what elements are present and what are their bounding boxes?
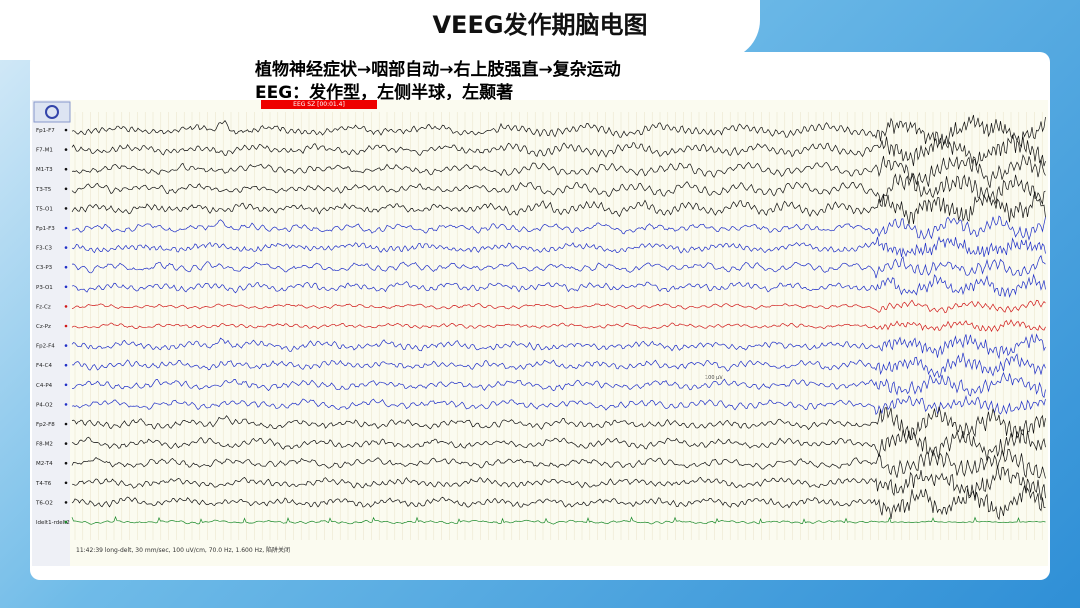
channel-label: ldelt1-rdelt2 [36,520,70,526]
channel-dot [64,246,68,249]
eeg-trace [71,319,1046,333]
eeg-trace [71,465,1046,501]
channel-label: T5-O1 [35,206,53,212]
eeg-trace [71,254,1046,279]
channel-label: Fz-Cz [36,304,51,310]
eeg-trace [71,191,1046,225]
eeg-background [32,100,1048,566]
eeg-trace [71,114,1046,148]
seizure-marker [261,100,377,109]
channel-dot [64,187,68,191]
eeg-trace [71,333,1046,360]
scale-label: 100 µV [705,375,723,381]
channel-label: Fp1-F7 [36,128,55,134]
channel-dot [64,167,68,171]
eeg-trace [71,352,1046,379]
channel-label: Cz-Pz [36,324,51,330]
marker-label: EEG SZ [00:01.4] [293,101,345,108]
channel-label: M1-T3 [36,167,53,173]
channel-dot [64,501,68,504]
channel-dot [64,305,68,308]
channel-dot [64,422,68,426]
channel-dot [64,265,68,269]
eeg-trace [71,273,1046,298]
eeg-trace [71,429,1046,462]
channel-dot [64,207,68,210]
channel-label: C3-P3 [36,265,53,271]
eeg-trace [71,299,1046,314]
channel-label: F7-M1 [36,148,53,154]
channel-dot [64,324,68,328]
eeg-trace [71,154,1046,188]
channel-label: F3-C3 [36,246,52,252]
eeg-trace [71,236,1046,258]
channel-label: Fp2-F4 [36,344,55,350]
channel-dot [64,442,68,445]
channel-label: F4-C4 [36,363,52,369]
channel-label: F8-M2 [36,442,53,448]
description-line: EEG：发作型，左侧半球，左颞著 [255,83,514,103]
channel-dot [64,148,68,151]
channel-label: T6-O2 [35,500,53,506]
eeg-trace [71,371,1046,399]
eeg-trace [71,172,1046,206]
channel-dot [64,344,68,347]
channel-dot [64,383,68,387]
eeg-trace [71,448,1046,479]
channel-label: T3-T5 [35,187,52,193]
label-column [32,100,70,566]
channel-label: P4-O2 [36,402,53,408]
channel-label: P3-O1 [36,285,53,291]
channel-dot [64,481,68,485]
slide-title: VEEG发作期脑电图 [432,11,648,39]
title-tab [0,0,760,60]
channel-label: M2-T4 [36,461,53,467]
channel-dot [64,285,68,289]
icon [45,105,59,119]
channel-dot [64,461,68,465]
eeg-trace [71,515,1046,525]
channel-label: C4-P4 [36,383,53,389]
eeg-trace [71,134,1046,167]
channel-label: Fp1-F3 [36,226,55,232]
eeg-trace [71,485,1046,521]
channel-dot [64,363,68,367]
channel-dot [64,403,68,406]
channel-dot [64,520,68,524]
channel-dot [64,226,68,230]
channel-dot [64,128,68,132]
eeg-trace [71,215,1046,241]
eeg-trace [71,395,1046,416]
toolbar-button[interactable] [33,101,71,123]
description-line: 植物神经症状→咽部自动→右上肢强直→复杂运动 [255,60,621,80]
channel-label: T4-T6 [35,481,52,487]
eeg-trace [71,406,1046,440]
channel-label: Fp2-F8 [36,422,55,428]
status-text: 11:42:39 long-delt, 30 mm/sec, 100 uV/cm… [76,546,290,554]
